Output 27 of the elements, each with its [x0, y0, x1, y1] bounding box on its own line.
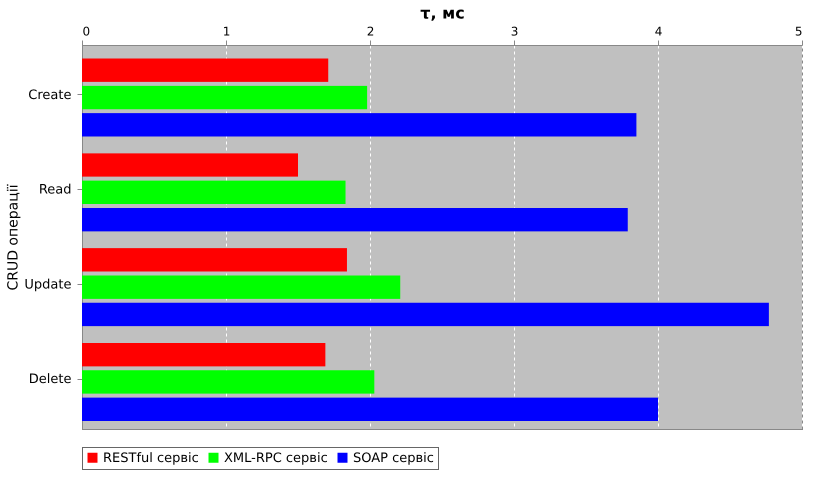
legend-label: RESTful сервіс [103, 450, 199, 466]
bar [82, 342, 326, 366]
bar [82, 398, 658, 421]
x-tick-label: 2 [366, 24, 374, 38]
bar [82, 248, 347, 272]
bar [82, 113, 636, 137]
x-tick-label: 1 [222, 24, 230, 38]
bar [82, 370, 374, 394]
bar [82, 86, 368, 110]
y-tick-label: Delete [28, 372, 72, 388]
bar [82, 208, 628, 232]
x-tick-label: 3 [510, 24, 518, 38]
y-tick-label: Read [38, 182, 72, 198]
y-axis-title: CRUD операції [5, 184, 22, 291]
bar [82, 180, 346, 204]
bar [82, 153, 298, 177]
x-axis-title: τ, мс [420, 4, 465, 22]
legend-label: XML-RPC сервіс [224, 450, 328, 466]
y-tick-label: Update [24, 277, 72, 292]
bar [82, 275, 400, 299]
x-tick-label: 0 [82, 24, 90, 38]
y-tick-label: Create [28, 88, 72, 103]
bar [82, 302, 769, 326]
legend-label: SOAP сервіс [353, 450, 434, 466]
x-tick-label: 5 [794, 24, 802, 38]
bar [82, 58, 328, 82]
x-tick-label: 4 [654, 24, 662, 38]
